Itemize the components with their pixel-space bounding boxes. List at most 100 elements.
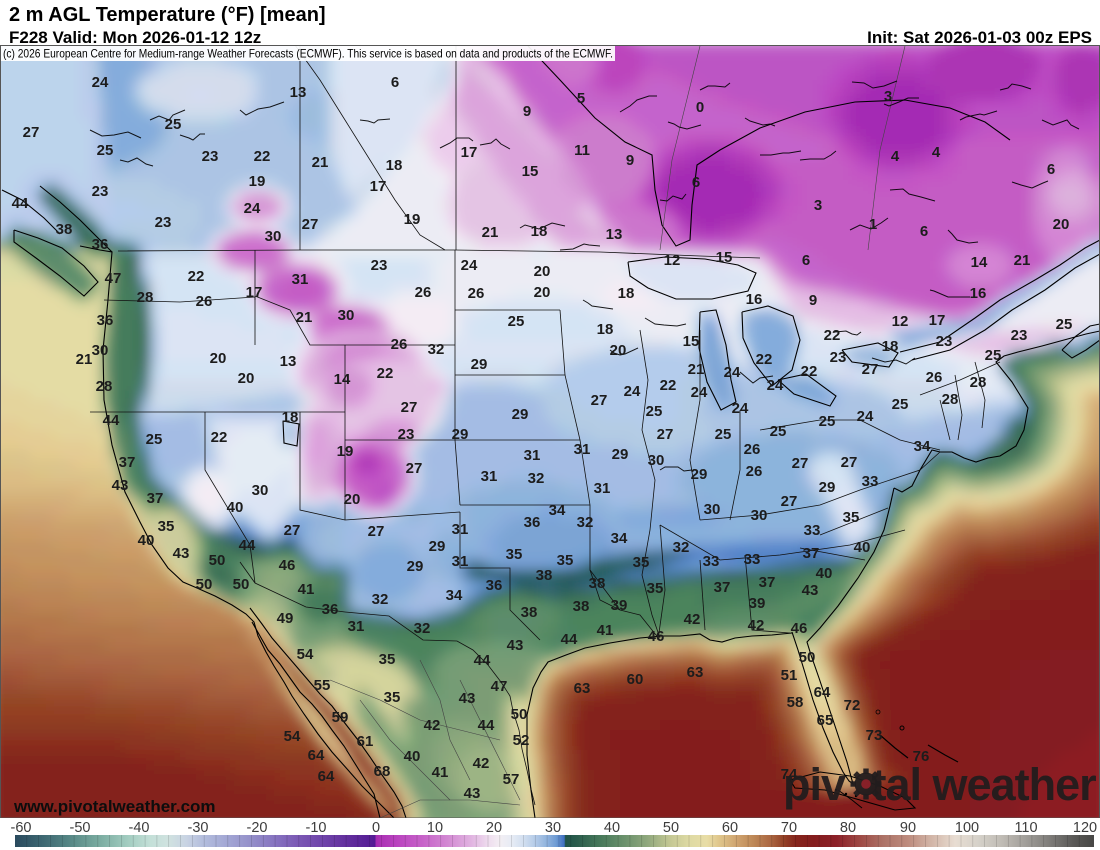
svg-text:49: 49 [277,610,294,627]
svg-text:-40: -40 [129,820,150,836]
svg-text:37: 37 [119,454,136,471]
svg-text:26: 26 [746,463,763,480]
svg-text:25: 25 [892,396,909,413]
svg-text:18: 18 [386,157,403,174]
svg-text:25: 25 [1056,316,1073,333]
svg-text:40: 40 [404,748,421,765]
svg-text:26: 26 [415,284,432,301]
svg-text:15: 15 [522,163,539,180]
svg-text:35: 35 [506,546,523,563]
svg-text:38: 38 [589,575,606,592]
svg-text:40: 40 [854,539,871,556]
svg-text:43: 43 [112,477,129,494]
svg-text:31: 31 [524,447,541,464]
svg-text:65: 65 [817,712,834,729]
svg-text:36: 36 [92,236,109,253]
svg-text:1: 1 [869,216,877,233]
svg-text:15: 15 [716,249,733,266]
svg-text:27: 27 [792,455,809,472]
svg-text:25: 25 [715,426,732,443]
svg-text:28: 28 [942,391,959,408]
svg-text:21: 21 [688,361,705,378]
svg-text:24: 24 [767,377,784,394]
svg-text:35: 35 [557,552,574,569]
svg-text:24: 24 [691,384,708,401]
svg-text:12: 12 [892,313,909,330]
svg-text:22: 22 [254,148,271,165]
svg-text:30: 30 [704,501,721,518]
svg-text:27: 27 [862,361,879,378]
svg-text:42: 42 [684,611,701,628]
svg-text:25: 25 [646,403,663,420]
svg-text:21: 21 [1014,252,1031,269]
svg-text:32: 32 [372,591,389,608]
svg-text:27: 27 [284,522,301,539]
svg-text:46: 46 [648,628,665,645]
svg-text:29: 29 [429,538,446,555]
svg-text:-20: -20 [247,820,268,836]
svg-text:6: 6 [391,74,399,91]
svg-text:-30: -30 [188,820,209,836]
svg-text:24: 24 [732,400,749,417]
svg-text:24: 24 [244,200,261,217]
svg-text:35: 35 [633,554,650,571]
svg-text:13: 13 [280,353,297,370]
svg-text:57: 57 [503,771,520,788]
svg-text:50: 50 [233,576,250,593]
svg-text:www.pivotalweather.com: www.pivotalweather.com [13,797,216,816]
svg-text:6: 6 [692,174,700,191]
svg-text:27: 27 [368,523,385,540]
svg-text:16: 16 [746,291,763,308]
svg-text:22: 22 [660,377,677,394]
svg-text:29: 29 [452,426,469,443]
svg-text:5: 5 [577,90,585,107]
svg-text:29: 29 [612,446,629,463]
svg-text:35: 35 [647,580,664,597]
svg-text:20: 20 [210,350,227,367]
svg-text:17: 17 [246,284,263,301]
svg-text:-10: -10 [306,820,327,836]
svg-text:37: 37 [147,490,164,507]
svg-text:23: 23 [371,257,388,274]
svg-text:17: 17 [370,178,387,195]
svg-text:60: 60 [627,671,644,688]
svg-text:44: 44 [12,195,29,212]
svg-text:72: 72 [844,697,861,714]
svg-text:20: 20 [486,820,502,836]
svg-text:36: 36 [486,577,503,594]
svg-text:90: 90 [900,820,916,836]
svg-text:51: 51 [781,667,798,684]
svg-text:20: 20 [534,263,551,280]
svg-text:-50: -50 [70,820,91,836]
svg-text:47: 47 [491,678,508,695]
svg-text:40: 40 [604,820,620,836]
svg-text:21: 21 [482,224,499,241]
svg-text:22: 22 [824,327,841,344]
svg-text:10: 10 [427,820,443,836]
svg-text:30: 30 [648,452,665,469]
svg-text:33: 33 [862,473,879,490]
svg-text:24: 24 [92,74,109,91]
svg-text:32: 32 [577,514,594,531]
svg-text:35: 35 [384,689,401,706]
svg-text:26: 26 [926,369,943,386]
svg-text:44: 44 [239,537,256,554]
svg-text:17: 17 [461,144,478,161]
svg-text:36: 36 [97,312,114,329]
svg-text:59: 59 [332,709,349,726]
svg-text:64: 64 [814,684,831,701]
svg-text:32: 32 [528,470,545,487]
svg-text:34: 34 [611,530,628,547]
svg-text:23: 23 [155,214,172,231]
svg-text:20: 20 [238,370,255,387]
svg-text:22: 22 [188,268,205,285]
svg-text:26: 26 [391,336,408,353]
svg-text:18: 18 [618,285,635,302]
svg-text:27: 27 [841,454,858,471]
svg-text:63: 63 [574,680,591,697]
svg-text:46: 46 [279,557,296,574]
svg-text:38: 38 [56,221,73,238]
svg-text:68: 68 [374,763,391,780]
svg-text:41: 41 [432,764,449,781]
svg-text:44: 44 [561,631,578,648]
